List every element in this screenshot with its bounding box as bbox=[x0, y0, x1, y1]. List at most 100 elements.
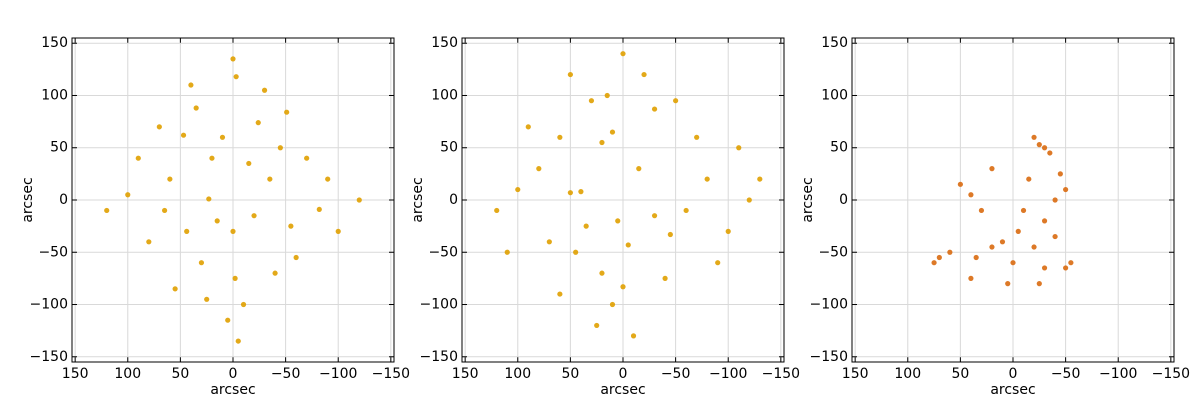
source-point bbox=[1041, 145, 1048, 151]
source-point bbox=[267, 176, 273, 182]
source-point bbox=[978, 207, 985, 214]
source-point bbox=[567, 71, 573, 78]
x-tick-label: 0 bbox=[1009, 366, 1018, 382]
source-point bbox=[335, 228, 341, 234]
source-point bbox=[583, 223, 589, 229]
source-point bbox=[146, 239, 152, 245]
source-point bbox=[615, 218, 621, 224]
source-point bbox=[757, 176, 763, 182]
source-point bbox=[504, 249, 510, 255]
x-tick-label: −150 bbox=[1152, 366, 1190, 382]
source-point bbox=[230, 56, 236, 62]
x-axis-label: arcsec bbox=[210, 382, 255, 398]
source-point bbox=[277, 145, 283, 151]
y-tick-label: 50 bbox=[440, 140, 458, 156]
x-tick-label: 100 bbox=[114, 366, 141, 382]
x-tick-label: 100 bbox=[504, 366, 531, 382]
source-point bbox=[936, 254, 942, 261]
x-tick-label: 100 bbox=[894, 366, 921, 382]
y-tick-label: −100 bbox=[420, 297, 458, 313]
y-axis-label: arcsec bbox=[410, 177, 426, 222]
source-point bbox=[233, 74, 239, 80]
source-point bbox=[255, 120, 261, 126]
y-tick-label: −100 bbox=[810, 297, 848, 313]
x-axis-label: arcsec bbox=[990, 382, 1035, 398]
source-point bbox=[1052, 233, 1058, 240]
source-point bbox=[1052, 197, 1058, 203]
source-point bbox=[1063, 265, 1069, 271]
source-point bbox=[636, 166, 642, 172]
source-point bbox=[304, 155, 310, 161]
source-point bbox=[167, 176, 173, 182]
source-point bbox=[588, 98, 595, 104]
source-point bbox=[525, 124, 531, 130]
source-point bbox=[156, 124, 162, 130]
x-tick-label: 0 bbox=[619, 366, 628, 382]
y-tick-label: 50 bbox=[50, 140, 68, 156]
y-tick-label: −50 bbox=[38, 244, 68, 260]
y-tick-label: −150 bbox=[30, 349, 68, 365]
source-point bbox=[198, 260, 205, 266]
source-point bbox=[973, 254, 979, 261]
x-axis-label: arcsec bbox=[600, 382, 645, 398]
source-point bbox=[230, 228, 236, 234]
y-tick-label: 0 bbox=[449, 192, 458, 208]
y-tick-label: 0 bbox=[839, 192, 848, 208]
y-tick-label: 150 bbox=[41, 35, 68, 51]
y-tick-label: 0 bbox=[59, 192, 68, 208]
source-point bbox=[673, 98, 679, 104]
x-tick-label: −100 bbox=[1099, 366, 1137, 382]
source-point bbox=[704, 176, 710, 182]
source-point bbox=[1010, 260, 1016, 266]
x-tick-label: 50 bbox=[171, 366, 189, 382]
y-tick-label: 100 bbox=[431, 87, 458, 103]
source-point bbox=[135, 155, 141, 161]
source-point bbox=[746, 197, 752, 203]
source-point bbox=[219, 134, 226, 140]
source-point bbox=[641, 71, 647, 78]
source-point bbox=[209, 155, 215, 161]
source-point bbox=[604, 92, 610, 99]
source-point bbox=[193, 105, 199, 111]
source-point bbox=[232, 275, 238, 281]
x-tick-label: −100 bbox=[319, 366, 357, 382]
source-point bbox=[1005, 281, 1011, 287]
source-point bbox=[683, 207, 689, 214]
y-tick-label: 100 bbox=[41, 87, 68, 103]
source-point bbox=[184, 228, 190, 234]
source-point bbox=[125, 192, 131, 198]
y-tick-label: −150 bbox=[420, 349, 458, 365]
y-axis-label: arcsec bbox=[800, 177, 816, 222]
source-point bbox=[968, 275, 974, 281]
source-point bbox=[999, 239, 1006, 245]
source-point bbox=[725, 228, 731, 234]
source-point bbox=[235, 338, 241, 344]
source-point bbox=[625, 242, 631, 248]
source-point bbox=[1015, 228, 1021, 234]
source-point bbox=[667, 231, 673, 238]
x-tick-label: −50 bbox=[271, 366, 301, 382]
y-tick-label: 100 bbox=[821, 87, 848, 103]
source-point bbox=[1036, 142, 1042, 148]
source-point bbox=[578, 189, 584, 195]
source-point bbox=[272, 270, 278, 276]
source-point bbox=[620, 284, 626, 290]
y-axis-label: arcsec bbox=[20, 177, 36, 222]
source-point bbox=[599, 139, 605, 146]
x-tick-label: 50 bbox=[951, 366, 969, 382]
y-tick-label: 150 bbox=[821, 35, 848, 51]
plot-frame bbox=[71, 37, 395, 363]
source-point bbox=[947, 249, 953, 255]
source-point bbox=[573, 249, 579, 255]
x-tick-label: −150 bbox=[762, 366, 800, 382]
source-point bbox=[557, 134, 563, 140]
source-point bbox=[651, 106, 658, 112]
source-point bbox=[567, 190, 573, 196]
source-point bbox=[968, 192, 974, 198]
y-tick-label: −150 bbox=[810, 349, 848, 365]
source-point bbox=[989, 244, 995, 250]
source-point bbox=[594, 322, 600, 329]
source-point bbox=[214, 218, 220, 224]
source-point bbox=[251, 213, 257, 219]
